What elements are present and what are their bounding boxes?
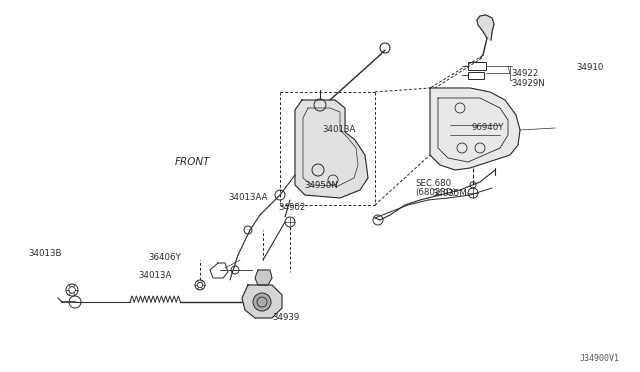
- Text: 34910: 34910: [576, 64, 604, 73]
- Text: 34902: 34902: [278, 203, 305, 212]
- Text: 34950N: 34950N: [304, 180, 338, 189]
- Polygon shape: [255, 270, 272, 285]
- Bar: [468, 62, 486, 70]
- Text: 36406Y: 36406Y: [148, 253, 180, 263]
- Polygon shape: [477, 15, 494, 40]
- Bar: [468, 72, 484, 79]
- Text: 34013A: 34013A: [138, 270, 172, 279]
- Polygon shape: [242, 285, 282, 318]
- Text: 96940Y: 96940Y: [472, 124, 504, 132]
- Text: 34939: 34939: [272, 314, 300, 323]
- Text: 34013B: 34013B: [28, 248, 61, 257]
- Polygon shape: [430, 88, 520, 170]
- Text: FRONT: FRONT: [175, 157, 211, 167]
- Circle shape: [253, 293, 271, 311]
- Text: 34013A: 34013A: [322, 125, 355, 135]
- Polygon shape: [295, 100, 368, 198]
- Text: 34013AA: 34013AA: [228, 192, 268, 202]
- Text: J34900V1: J34900V1: [580, 354, 620, 363]
- Text: SEC.680: SEC.680: [415, 179, 451, 187]
- Text: 34922: 34922: [511, 68, 538, 77]
- Text: (68023D): (68023D): [415, 189, 456, 198]
- Text: 34929N: 34929N: [511, 78, 545, 87]
- Text: 34935M: 34935M: [432, 189, 467, 198]
